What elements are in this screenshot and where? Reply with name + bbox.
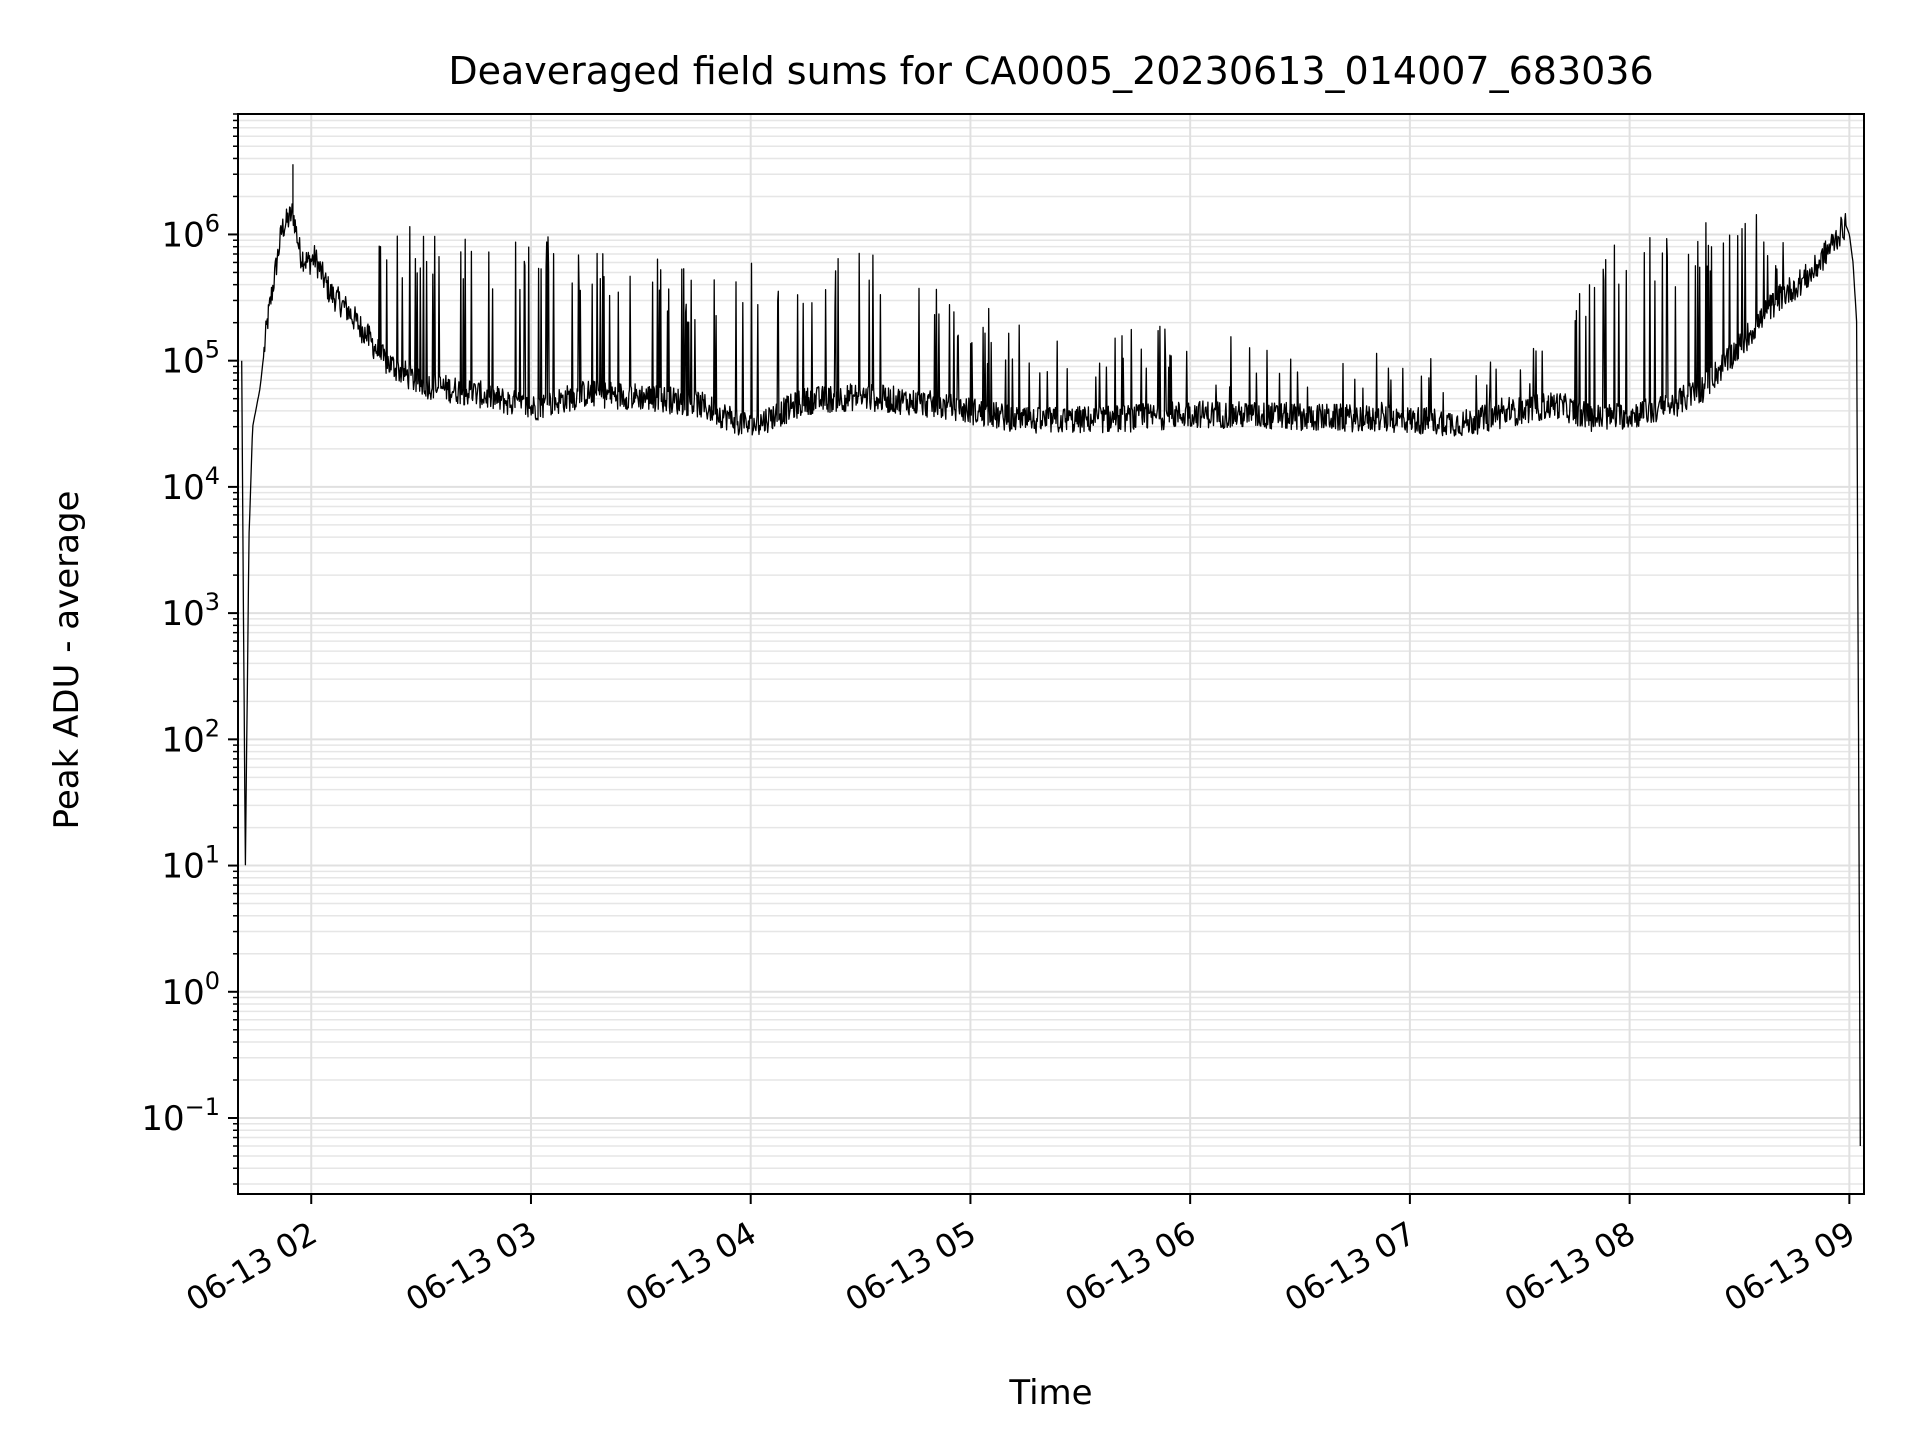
x-tick-label: 06-13 03	[399, 1214, 543, 1319]
series-layer	[241, 164, 1861, 1147]
y-tick-label: 105	[161, 336, 220, 382]
x-tick-label: 06-13 09	[1718, 1214, 1862, 1319]
x-tick-layer: 06-13 02 06-13 03 06-13 04 06-13 05 06-13 06…	[180, 1194, 1862, 1319]
x-tick-label: 06-13 07	[1278, 1214, 1422, 1319]
y-tick-label: 100	[161, 967, 220, 1013]
x-tick-label: 06-13 06	[1059, 1214, 1203, 1319]
x-tick-label: 06-13 02	[180, 1214, 324, 1319]
x-axis-label: Time	[1008, 1373, 1092, 1413]
plot-frame	[237, 113, 1865, 1195]
y-tick-label: 103	[161, 588, 220, 634]
chart-title: Deaveraged field sums for CA0005_2023061…	[448, 49, 1653, 93]
y-tick-label: 104	[161, 462, 220, 508]
grid-layer	[238, 113, 1864, 1194]
x-tick-label: 06-13 08	[1498, 1214, 1642, 1319]
y-axis-label: Peak ADU - average	[47, 491, 87, 830]
x-tick-label: 06-13 04	[619, 1214, 763, 1319]
y-tick-layer: 10−1 100 101 102 103 104 105 106	[141, 113, 238, 1185]
y-tick-label: 102	[161, 714, 220, 760]
y-tick-label: 10−1	[141, 1093, 220, 1139]
y-tick-label: 106	[161, 209, 220, 255]
series-line	[241, 203, 1861, 1147]
y-tick-label: 101	[161, 841, 220, 887]
x-tick-label: 06-13 05	[839, 1214, 983, 1319]
